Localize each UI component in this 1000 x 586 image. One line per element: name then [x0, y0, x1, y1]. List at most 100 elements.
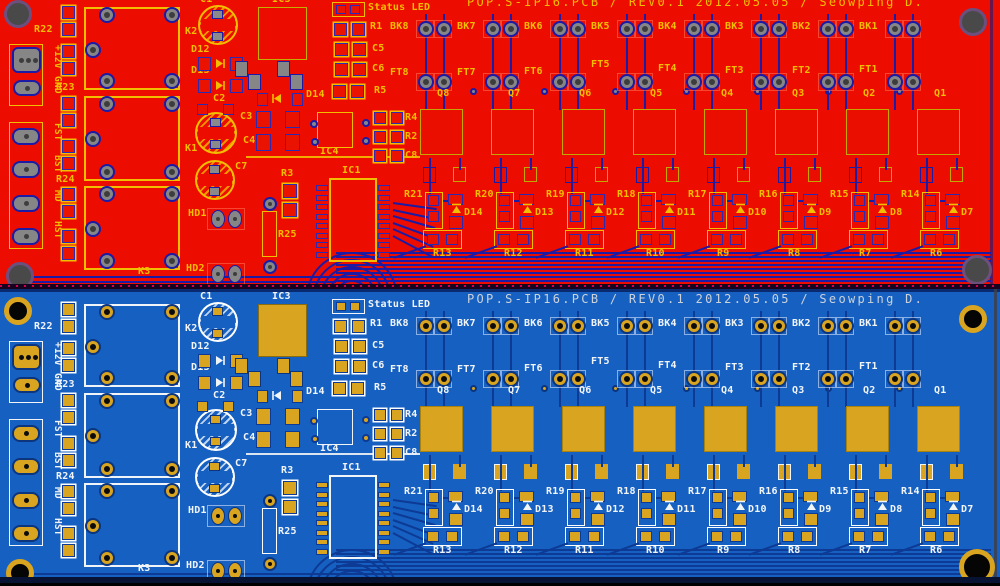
trace-vertical: [912, 311, 914, 407]
resistor-outline: [636, 527, 675, 546]
label-status-led: Status LED: [368, 2, 431, 13]
drill-hole: [104, 12, 110, 18]
trace-horizontal: [336, 573, 991, 575]
capacitor-pad: [209, 484, 220, 493]
pad: [62, 320, 75, 333]
drill-hole: [169, 466, 175, 472]
pad: [946, 513, 960, 526]
th-pad-ft: [570, 371, 586, 387]
drill-hole: [691, 323, 697, 329]
label-d12: D12: [191, 341, 210, 352]
pad: [570, 195, 581, 206]
trace-vertical: [559, 14, 561, 110]
ic1-pin: [316, 223, 328, 229]
via: [541, 88, 548, 95]
label-bk-0: BK8: [390, 21, 409, 32]
pad: [198, 376, 211, 390]
th-pad-relay: [99, 461, 115, 477]
th-pad-ft: [905, 371, 921, 387]
resistor-outline: [565, 527, 604, 546]
via: [362, 119, 370, 127]
trace-vertical: [642, 455, 644, 491]
label-connector-pin-4: MD: [52, 190, 63, 202]
pad-transistor-tab: [917, 109, 960, 155]
drill-hole: [268, 265, 272, 269]
pad: [230, 376, 243, 390]
trace-horizontal: [798, 200, 804, 202]
label-c2: C2: [213, 93, 226, 104]
th-pad-bk: [637, 21, 653, 37]
ic1-pin: [316, 520, 328, 526]
trace-vertical: [894, 14, 896, 110]
diode-icon: [271, 389, 284, 402]
label-r-lower-4: R9: [717, 545, 730, 556]
drill-hole: [709, 323, 715, 329]
pad: [198, 354, 211, 368]
silk-line: [246, 453, 420, 455]
th-pad-relay: [164, 73, 180, 89]
drill-hole: [423, 323, 429, 329]
th-pad-bk: [771, 318, 787, 334]
drill-hole: [25, 86, 30, 91]
pad: [333, 85, 346, 98]
th-pad-ft: [771, 74, 787, 90]
status-led-pad: [336, 302, 346, 311]
label-q-4: Q4: [721, 88, 734, 99]
pad: [872, 531, 884, 542]
label-ic3: IC3: [272, 0, 291, 6]
ic1-pin: [316, 482, 328, 488]
label-r24: R24: [56, 174, 75, 185]
board-title: POP.S-IP16.PCB / REV0.1 2012.05.05 / Seo…: [467, 292, 925, 306]
via: [311, 138, 319, 146]
trace-horizontal: [336, 264, 991, 266]
resistor-outline: [849, 230, 888, 249]
label-r-upper-4: R17: [688, 189, 707, 200]
th-pad-ft: [503, 74, 519, 90]
pad: [853, 234, 865, 245]
drill-hole: [33, 355, 38, 360]
trace-vertical: [601, 455, 603, 467]
pad: [428, 211, 439, 222]
drill-hole: [892, 376, 898, 382]
th-pad-relay: [164, 550, 180, 566]
th-pad-ft: [887, 371, 903, 387]
drill-hole: [19, 58, 24, 63]
ic1-pin: [378, 510, 390, 517]
pad: [283, 481, 297, 495]
ic1-pin: [378, 185, 390, 191]
label-r-lower-2: R11: [575, 248, 594, 259]
pad: [925, 492, 936, 503]
resistor-outline: [709, 489, 727, 526]
pad: [588, 234, 600, 245]
trace-horizontal: [336, 565, 991, 567]
pad: [569, 234, 581, 245]
trace-vertical: [814, 455, 816, 467]
diode-icon: [805, 499, 818, 512]
trace-horizontal: [443, 497, 449, 499]
th-pad-ft: [552, 74, 568, 90]
pad: [62, 157, 75, 170]
drill-hole: [104, 101, 110, 107]
drill-hole: [490, 79, 496, 85]
resistor-outline: [922, 192, 940, 229]
pad: [712, 492, 723, 503]
ic1-pin: [316, 185, 328, 191]
pad-transistor-pin: [808, 464, 821, 479]
drill-hole: [216, 569, 220, 573]
via: [683, 385, 690, 392]
trace-horizontal: [336, 557, 991, 559]
pad: [283, 203, 297, 217]
label-r-upper-7: R14: [901, 486, 920, 497]
ic3-body: [258, 7, 307, 60]
trace-vertical: [926, 158, 928, 194]
board-bottom-edge: [0, 577, 1000, 586]
label-c2: C2: [213, 390, 226, 401]
drill-hole: [557, 323, 563, 329]
label-k2: K2: [185, 323, 198, 334]
pad: [374, 447, 386, 459]
pad: [285, 431, 300, 448]
ic1-pin: [316, 548, 328, 555]
label-r-lower-5: R8: [788, 248, 801, 259]
trace-horizontal: [8, 573, 336, 575]
th-pad-ft: [838, 74, 854, 90]
